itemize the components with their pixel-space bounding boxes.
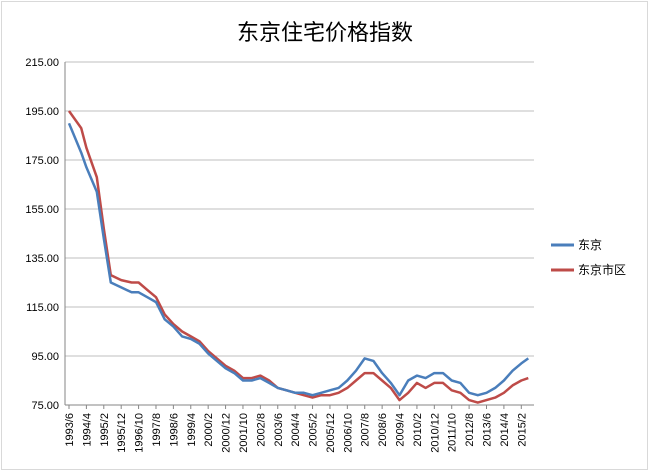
x-tick-label: 2000/12 — [221, 413, 233, 453]
x-tick-label: 1999/4 — [186, 413, 198, 447]
y-tick-label: 75.00 — [31, 400, 59, 412]
x-tick-label: 1998/6 — [168, 413, 180, 447]
x-tick-label: 2004/4 — [290, 413, 302, 447]
grid-layer — [65, 61, 534, 406]
y-tick-label: 215.00 — [25, 57, 59, 69]
x-tick-label: 2006/10 — [342, 413, 354, 453]
x-tick-label: 2010/12 — [429, 413, 441, 453]
x-tick-label: 2011/10 — [447, 413, 459, 452]
series-line — [67, 110, 529, 404]
y-tick-label: 95.00 — [31, 351, 59, 363]
x-tick-label: 1995/12 — [116, 413, 128, 453]
x-tick-label: 2005/12 — [325, 413, 337, 453]
legend-label: 东京 — [578, 238, 602, 252]
chart-title: 东京住宅价格指数 — [237, 21, 413, 46]
y-tick-label: 135.00 — [25, 253, 59, 265]
x-tick-label: 2013/6 — [482, 413, 494, 447]
axis-layer: 215.00 195.00 175.00 155.00 135.00 115.00 95.0… — [25, 57, 534, 453]
x-tick-label: 2005/2 — [308, 413, 320, 447]
legend-label: 东京市区 — [578, 262, 626, 277]
x-tick-label: 2002/8 — [255, 413, 267, 447]
x-tick-label: 2014/4 — [499, 413, 511, 447]
y-tick-label: 175.00 — [25, 155, 59, 167]
x-tick-label: 2000/2 — [203, 413, 215, 447]
x-tick-label: 1996/10 — [134, 413, 146, 453]
x-tick-label: 2015/2 — [516, 413, 528, 447]
y-tick-label: 115.00 — [26, 302, 59, 314]
x-tick-label: 2010/2 — [412, 413, 424, 447]
x-tick-label: 2001/10 — [238, 413, 250, 453]
x-tick-label: 2012/8 — [464, 413, 476, 447]
series-line — [67, 122, 530, 397]
y-tick-label: 195.00 — [25, 106, 59, 118]
series-layer — [67, 110, 530, 404]
x-tick-label: 1994/4 — [81, 413, 93, 447]
y-tick-label: 155.00 — [25, 204, 59, 216]
x-tick-label: 1995/2 — [99, 413, 111, 447]
x-tick-label: 2009/4 — [395, 413, 407, 447]
x-tick-label: 2007/8 — [360, 413, 372, 447]
x-tick-label: 2003/6 — [273, 413, 285, 447]
x-tick-label: 2008/6 — [377, 413, 389, 447]
x-tick-label: 1993/6 — [64, 413, 76, 447]
x-tick-label: 1997/8 — [151, 413, 163, 447]
